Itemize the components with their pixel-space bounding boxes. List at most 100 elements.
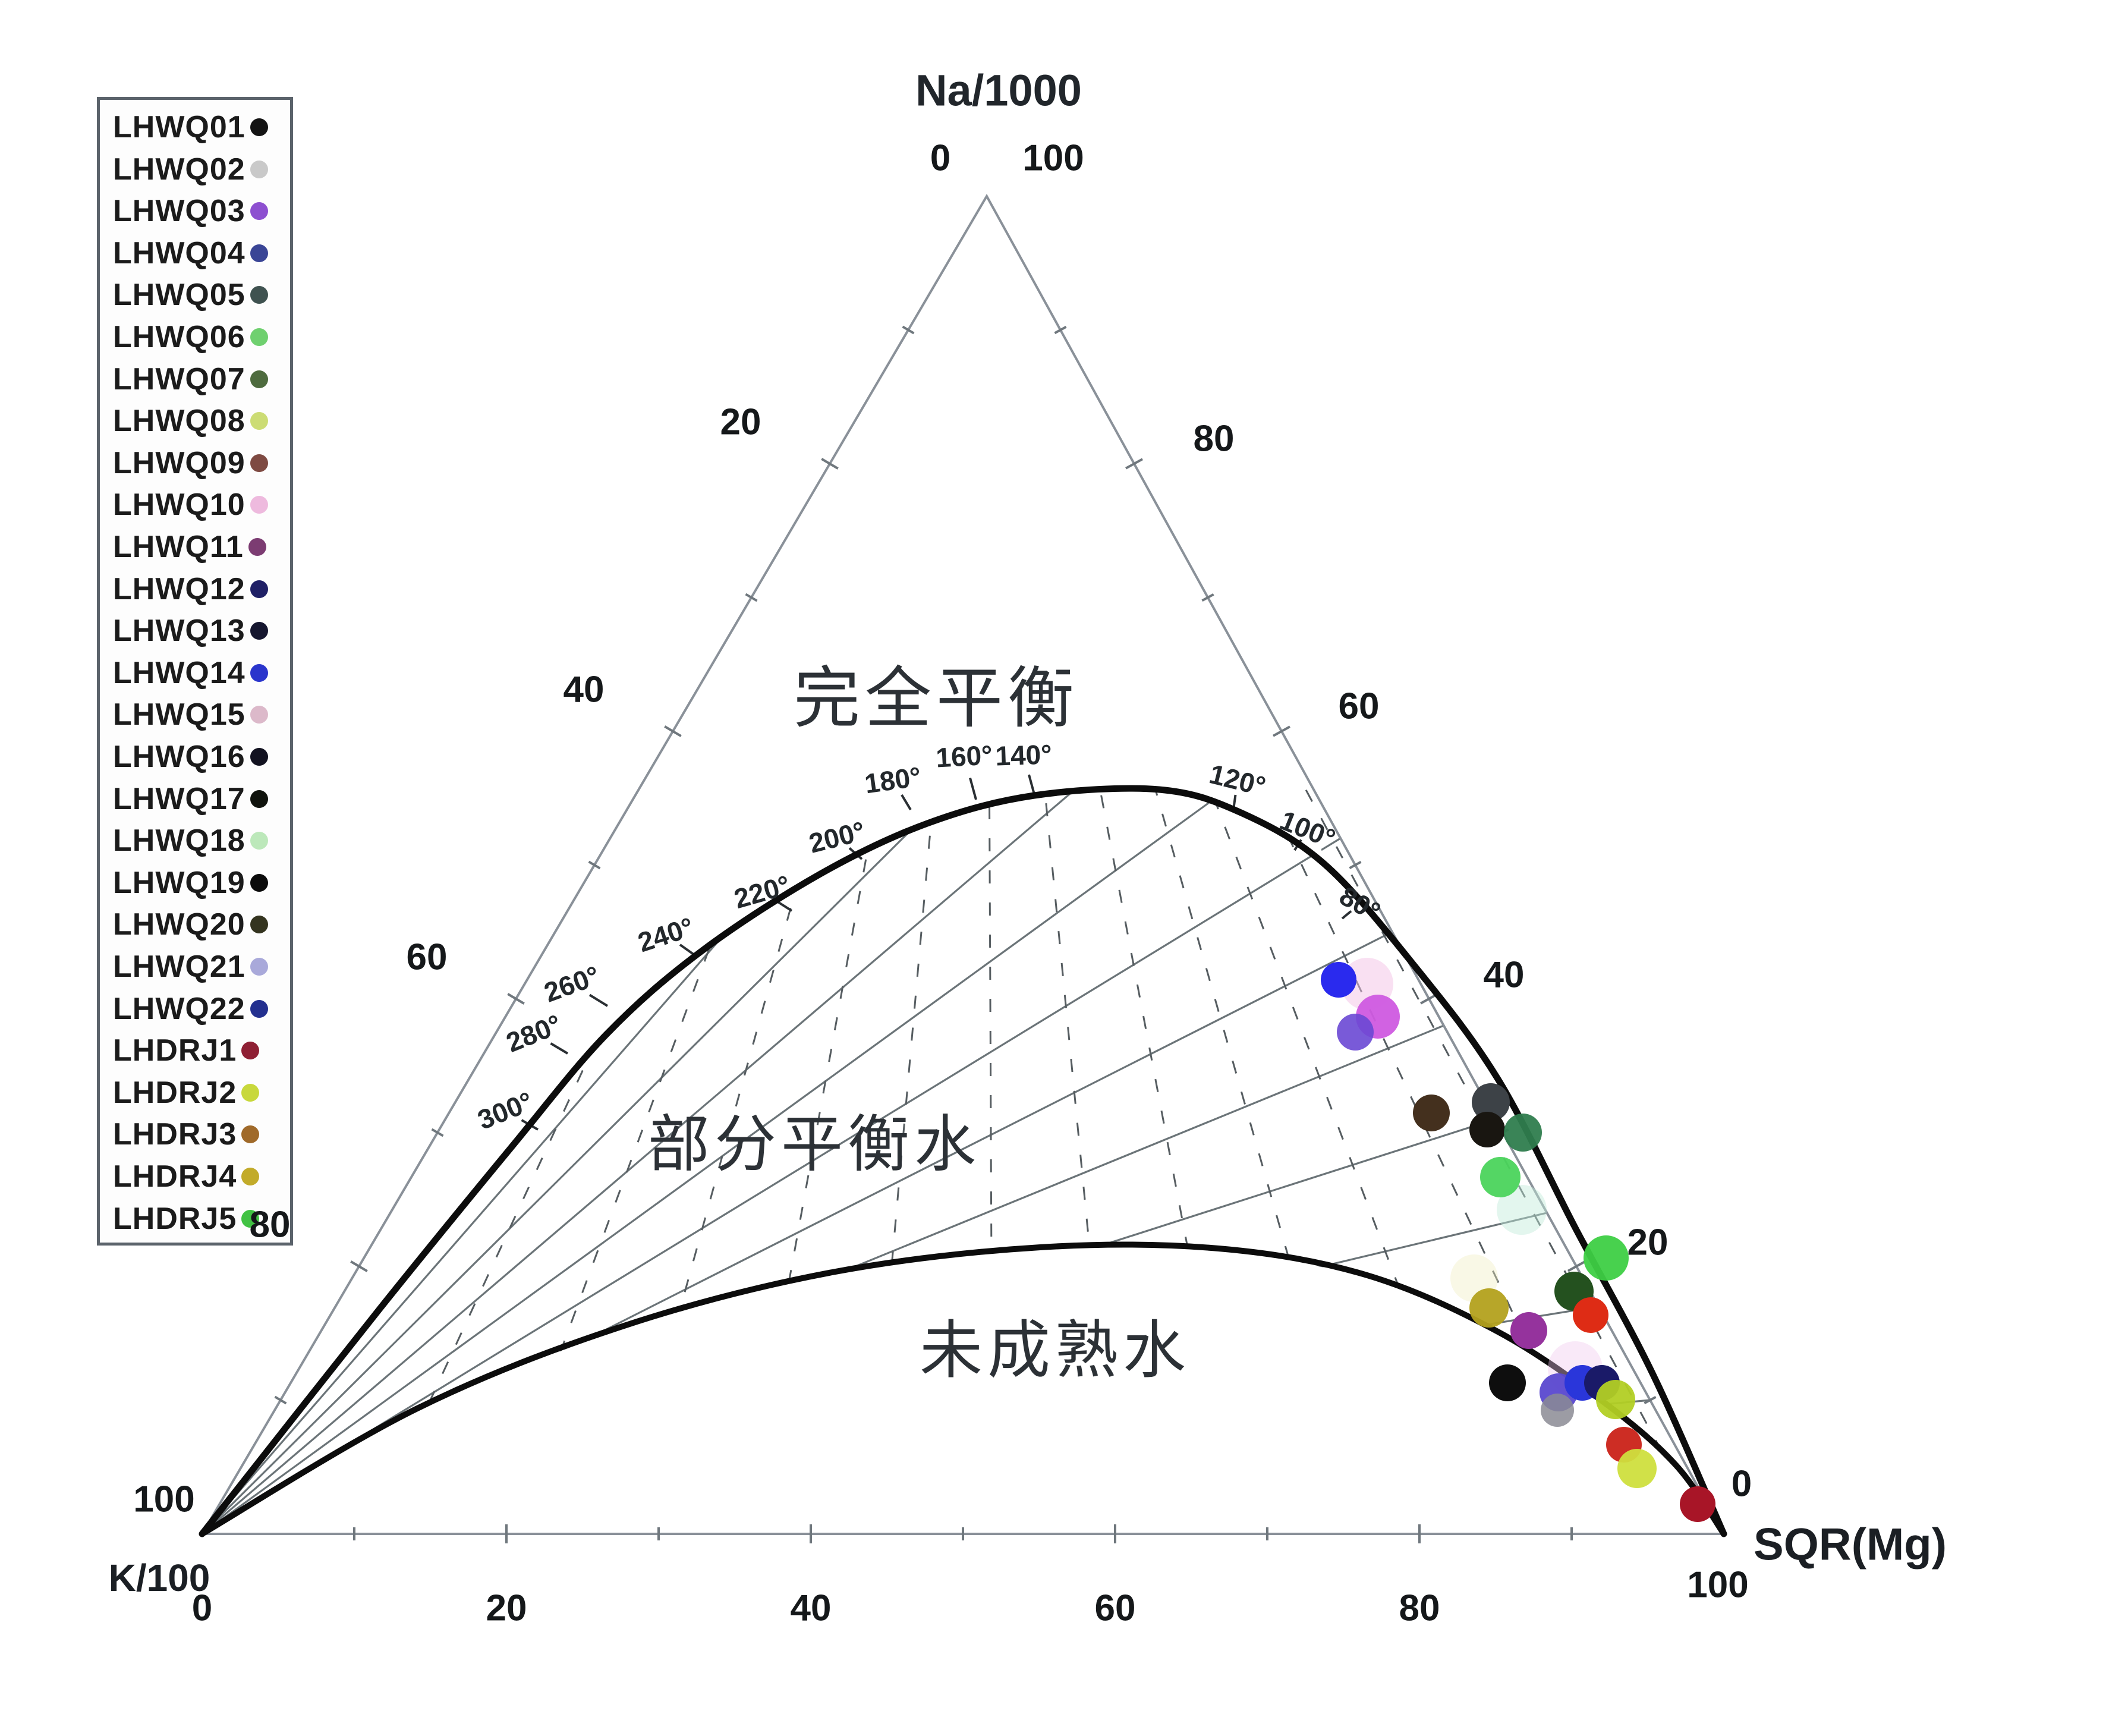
legend-item-label: LHWQ20: [113, 907, 245, 942]
legend-item-label: LHWQ10: [113, 488, 245, 523]
scatter-point: [1680, 1486, 1715, 1522]
legend-item-label: LHDRJ3: [113, 1117, 237, 1152]
legend-color-swatch: [241, 1168, 260, 1185]
isotherm-tick-marks: [521, 774, 1352, 1131]
legend-color-swatch: [250, 244, 268, 262]
legend-color-swatch: [248, 538, 266, 556]
legend-item-label: LHWQ07: [113, 361, 245, 397]
legend-item-lhwq10: LHWQ10: [113, 486, 268, 524]
legend-color-swatch: [250, 160, 268, 178]
legend-color-swatch: [250, 118, 268, 136]
legend-item-lhwq20: LHWQ20: [113, 905, 268, 944]
scatter-point: [1541, 1394, 1574, 1427]
legend-item-lhwq22: LHWQ22: [113, 990, 268, 1028]
legend-color-swatch: [250, 286, 268, 304]
legend-item-lhdrj1: LHDRJ1: [113, 1031, 260, 1070]
axis-tick-label: 60: [406, 936, 448, 978]
scatter-point: [1510, 1312, 1547, 1349]
legend-item-lhdrj5: LHDRJ5: [113, 1200, 260, 1238]
axis-tick-label: 40: [790, 1587, 832, 1629]
legend-item-label: LHWQ14: [113, 655, 245, 690]
legend-color-swatch: [241, 1209, 260, 1228]
region-label-partial-equilibrium: 部分平衡水: [647, 1111, 981, 1180]
legend-color-swatch: [250, 454, 268, 472]
scatter-point: [1469, 1112, 1505, 1147]
legend-item-label: LHWQ02: [113, 152, 245, 187]
legend-item-lhwq15: LHWQ15: [113, 696, 268, 734]
axis-tick-label: 100: [133, 1479, 195, 1520]
legend-color-swatch: [241, 1125, 260, 1144]
scatter-point: [1413, 1095, 1450, 1131]
legend-item-label: LHWQ19: [113, 865, 245, 900]
axis-tick-label: 100: [1022, 137, 1084, 179]
legend-item-lhwq17: LHWQ17: [113, 780, 268, 818]
legend-item-label: LHWQ12: [113, 571, 245, 606]
legend-color-swatch: [250, 748, 268, 766]
scatter-point: [1469, 1288, 1509, 1328]
axis-tick-label: 20: [720, 401, 761, 443]
legend-item-lhwq16: LHWQ16: [113, 738, 268, 776]
legend-item-label: LHWQ22: [113, 991, 245, 1026]
scatter-point: [1321, 962, 1356, 998]
legend-item-label: LHWQ01: [113, 110, 245, 144]
legend-color-swatch: [250, 832, 268, 850]
legend-item-label: LHWQ15: [113, 697, 245, 732]
edge-tick-marks: [274, 325, 1657, 1543]
legend-color-swatch: [250, 790, 268, 808]
axis-tick-label: 0: [191, 1587, 213, 1629]
legend-item-lhwq05: LHWQ05: [113, 276, 268, 314]
legend-item-lhdrj2: LHDRJ2: [113, 1074, 260, 1112]
legend-item-lhwq09: LHWQ09: [113, 444, 268, 482]
isotherm-label: 140°: [994, 738, 1053, 772]
axis-tick-label: 80: [249, 1204, 291, 1246]
scatter-point: [1617, 1449, 1657, 1488]
legend-item-label: LHDRJ5: [113, 1201, 237, 1236]
legend-item-label: LHWQ09: [113, 445, 245, 480]
bottom-left-corner-label: K/100: [108, 1556, 210, 1599]
legend-item-lhwq18: LHWQ18: [113, 822, 268, 860]
legend-item-label: LHWQ06: [113, 320, 245, 354]
axis-tick-label: 100: [1687, 1564, 1749, 1606]
isotherm-label: 160°: [935, 739, 993, 773]
region-label-immature-water: 未成熟水: [920, 1316, 1191, 1386]
legend-item-label: LHDRJ4: [113, 1159, 237, 1194]
axis-tick-label: 20: [1627, 1222, 1669, 1263]
legend-item-label: LHDRJ2: [113, 1075, 237, 1110]
axis-tick-label: 0: [1731, 1463, 1752, 1505]
scatter-point: [1584, 1235, 1629, 1281]
top-apex-label: Na/1000: [915, 65, 1082, 115]
legend-color-swatch: [250, 999, 268, 1018]
legend-color-swatch: [250, 496, 268, 514]
bottom-right-corner-label: SQR(Mg): [1754, 1519, 1947, 1570]
legend-color-swatch: [250, 370, 268, 388]
legend-color-swatch: [250, 958, 268, 976]
legend-item-label: LHWQ04: [113, 235, 245, 271]
legend-item-lhwq21: LHWQ21: [113, 948, 268, 986]
legend-item-label: LHWQ17: [113, 781, 245, 816]
legend-item-lhwq08: LHWQ08: [113, 402, 268, 440]
legend-color-swatch: [241, 1042, 260, 1060]
axis-tick-label: 40: [563, 669, 605, 710]
axis-tick-label: 80: [1399, 1587, 1440, 1629]
legend-item-label: LHWQ16: [113, 740, 245, 774]
legend-item-lhwq07: LHWQ07: [113, 360, 268, 398]
legend-item-label: LHWQ03: [113, 194, 245, 229]
legend-item-label: LHWQ13: [113, 614, 245, 649]
axis-tick-label: 60: [1338, 685, 1380, 727]
legend-item-lhwq13: LHWQ13: [113, 612, 268, 650]
legend-item-lhdrj3: LHDRJ3: [113, 1115, 260, 1153]
legend-item-lhwq14: LHWQ14: [113, 654, 268, 692]
scatter-point: [1489, 1364, 1526, 1401]
legend-item-label: LHWQ05: [113, 278, 245, 313]
legend-item-lhwq19: LHWQ19: [113, 864, 268, 902]
scatter-point: [1573, 1297, 1608, 1333]
legend-item-label: LHDRJ1: [113, 1033, 237, 1068]
axis-tick-label: 20: [486, 1587, 527, 1629]
legend-color-swatch: [250, 916, 268, 934]
axis-tick-label: 60: [1094, 1587, 1136, 1629]
axis-tick-label: 0: [930, 137, 951, 179]
scatter-point: [1480, 1157, 1521, 1197]
legend: LHWQ01 LHWQ02 LHWQ03 LHWQ04 LHWQ05 LHWQ06 LHWQ…: [97, 97, 293, 1246]
